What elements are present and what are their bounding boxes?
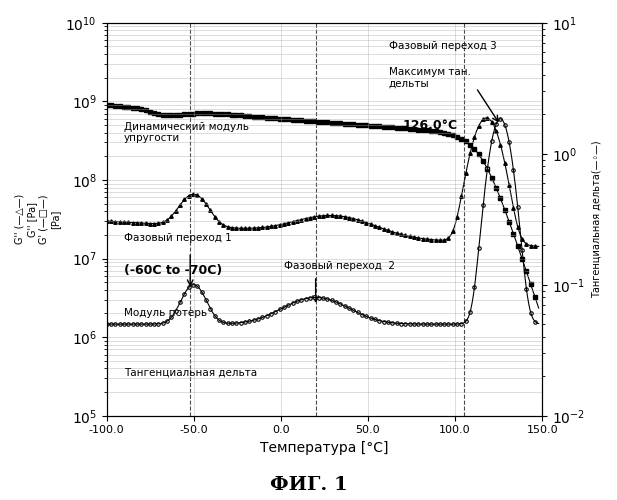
Text: Динамический модуль
упругости: Динамический модуль упругости [124,122,249,144]
G'' [103,218,110,224]
G' [497,196,504,202]
G'' [358,218,366,224]
Text: Тангенциальная дельта: Тангенциальная дельта [124,368,257,378]
Text: ФИГ. 1: ФИГ. 1 [270,476,347,494]
G' [103,102,110,108]
Line: G'': G'' [105,116,537,248]
G' [510,230,517,236]
Text: Фазовый переход 1: Фазовый переход 1 [124,234,232,243]
Y-axis label: Тангенциальная дельта(—◦—): Тангенциальная дельта(—◦—) [592,140,602,298]
Text: Модуль потерь: Модуль потерь [124,308,207,318]
G' [202,110,210,116]
G' [185,111,193,117]
G'' [484,115,491,121]
Text: 126.0°C: 126.0°C [403,118,458,132]
Text: Фазовый переход  2: Фазовый переход 2 [284,261,395,271]
Y-axis label: G'' (—△—)
G'' [Pa]
G' (—□—)
[Pa]: G'' (—△—) G'' [Pa] G' (—□—) [Pa] [15,194,60,244]
Text: Фазовый переход 3: Фазовый переход 3 [389,42,497,51]
G' [323,120,331,126]
X-axis label: Температура [°C]: Температура [°C] [260,441,389,455]
Text: (-60C to -70C): (-60C to -70C) [124,264,222,277]
G' [358,122,366,128]
Text: Максимум тан.
дельты: Максимум тан. дельты [389,67,471,88]
G'' [531,243,539,249]
G'' [514,224,521,230]
G'' [185,192,193,198]
G' [531,294,539,300]
G'' [323,212,331,218]
Line: G': G' [105,104,537,299]
G'' [501,160,508,166]
G'' [202,201,210,207]
